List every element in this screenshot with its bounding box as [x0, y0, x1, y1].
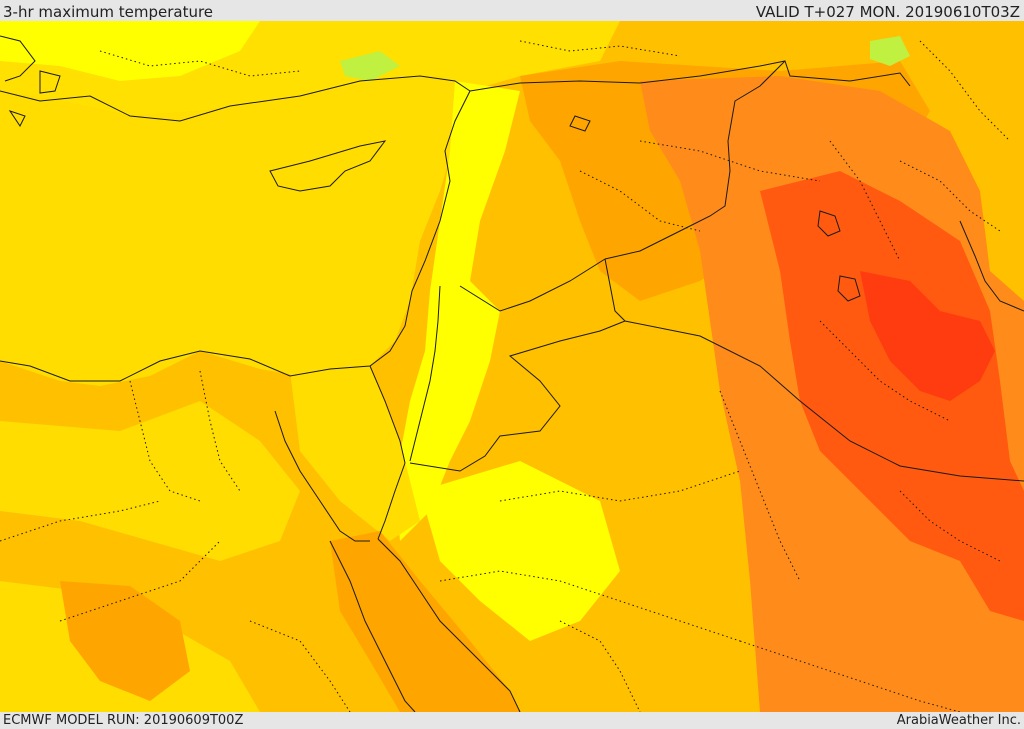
- valid-time: VALID T+027 MON. 20190610T03Z: [755, 3, 1020, 21]
- header-bar: 3-hr maximum temperature VALID T+027 MON…: [0, 0, 1024, 21]
- zone-green-patch-2: [870, 36, 910, 66]
- gulf-of-suez: [274, 410, 370, 542]
- lake-2: [837, 275, 861, 302]
- zone-mesopotamia-red: [760, 171, 1024, 621]
- coastline-med: [0, 75, 471, 382]
- zone-egypt-mid: [0, 401, 300, 561]
- border-syria-turkey: [469, 60, 911, 92]
- lake-1: [817, 210, 841, 237]
- map-title: 3-hr maximum temperature: [3, 3, 214, 21]
- lake-3: [569, 115, 591, 132]
- zone-hot-core: [860, 271, 995, 401]
- border-syria-iraq: [604, 60, 786, 260]
- jordan-river: [409, 285, 441, 462]
- zone-levant-light: [395, 81, 520, 541]
- aegean-islands: [0, 35, 61, 127]
- zone-north-light: [0, 21, 260, 81]
- cyprus: [269, 140, 387, 192]
- persian-gulf-coast: [959, 220, 1024, 312]
- zone-arabia-light: [420, 461, 620, 641]
- gulf-of-aqaba: [377, 462, 406, 540]
- border-jordan-saudi: [409, 320, 626, 472]
- zone-sinai: [290, 366, 420, 541]
- red-sea-east: [377, 538, 521, 712]
- model-run: ECMWF MODEL RUN: 20190609T00Z: [3, 713, 244, 728]
- border-iraq-saudi: [604, 258, 1024, 482]
- border-egypt-israel: [369, 365, 406, 464]
- borders-solid: [0, 35, 1024, 712]
- temperature-zones: [0, 21, 1024, 712]
- zone-red-sea-orange: [330, 531, 520, 712]
- credit: ArabiaWeather Inc.: [896, 713, 1021, 728]
- temperature-map[interactable]: [0, 21, 1024, 712]
- zone-green-patch-1: [340, 51, 400, 81]
- borders-dotted: [0, 40, 1011, 712]
- zone-egypt-orange: [60, 581, 190, 701]
- red-sea-west: [329, 540, 416, 712]
- border-syria-jordan: [459, 258, 606, 312]
- zone-mediterranean: [0, 76, 470, 386]
- footer-bar: ECMWF MODEL RUN: 20190609T00Z ArabiaWeat…: [0, 712, 1024, 729]
